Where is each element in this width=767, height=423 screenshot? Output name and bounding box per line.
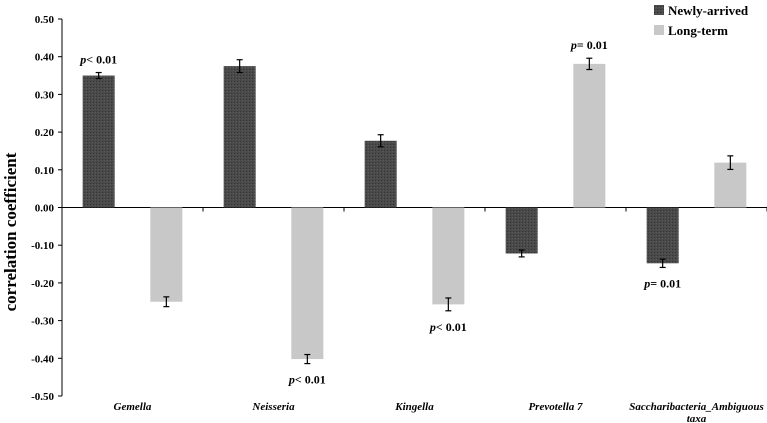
x-category-label: Neisseria	[251, 401, 295, 413]
x-category-label: Saccharibacteria_Ambiguous	[629, 401, 763, 413]
x-category-label: Kingella	[394, 401, 434, 413]
bar	[223, 66, 256, 208]
p-value-annotation: p= 0.01	[643, 276, 681, 290]
bar	[150, 207, 183, 302]
legend-label: Long-term	[668, 23, 728, 38]
y-tick-label: 0.40	[35, 52, 55, 64]
y-tick-label: 0.50	[35, 14, 55, 26]
y-tick-label: 0.30	[35, 89, 55, 101]
p-value-text: = 0.01	[650, 276, 681, 290]
x-category-label: Gemella	[114, 401, 152, 413]
y-axis-label: correlation coefficient	[1, 152, 20, 311]
bar	[291, 207, 324, 360]
bar	[646, 207, 679, 264]
x-category-label: taxa	[687, 413, 707, 423]
p-value-annotation: p< 0.01	[288, 373, 326, 387]
bar	[82, 75, 115, 208]
y-tick-label: 0.00	[35, 203, 55, 215]
y-tick-label: 0.10	[35, 165, 55, 177]
legend-swatch	[654, 25, 664, 35]
x-category-label: Prevotella 7	[528, 401, 583, 413]
y-tick-label: -0.50	[31, 391, 54, 403]
y-tick-label: 0.20	[35, 127, 55, 139]
y-tick-label: -0.40	[31, 353, 54, 365]
p-value-text: < 0.01	[86, 53, 117, 67]
p-value-text: < 0.01	[295, 373, 326, 387]
p-value-annotation: p< 0.01	[79, 53, 117, 67]
bar	[364, 140, 397, 208]
bar	[714, 162, 747, 208]
p-value-symbol: p	[570, 38, 577, 52]
plot-area: 0.50 0.40 0.30 0.20 0.10 0.00 -0.10 -0.20 -0.30 -…	[31, 14, 767, 423]
y-tick-label: -0.30	[31, 316, 54, 328]
p-value-symbol: p	[643, 276, 650, 290]
y-tick-label: -0.20	[31, 278, 54, 290]
bar	[505, 207, 538, 254]
p-value-text: = 0.01	[577, 38, 608, 52]
p-value-symbol: p	[79, 53, 86, 67]
y-tick-label: -0.10	[31, 240, 54, 252]
p-value-annotation: p= 0.01	[570, 38, 608, 52]
bar	[432, 207, 465, 305]
p-value-symbol: p	[429, 320, 436, 334]
legend-swatch	[654, 5, 664, 15]
legend-label: Newly-arrived	[668, 3, 749, 18]
bar	[573, 63, 606, 208]
p-value-symbol: p	[288, 373, 295, 387]
legend: Newly-arrived Long-term	[654, 3, 749, 38]
p-value-text: < 0.01	[436, 320, 467, 334]
p-value-annotation: p< 0.01	[429, 320, 467, 334]
